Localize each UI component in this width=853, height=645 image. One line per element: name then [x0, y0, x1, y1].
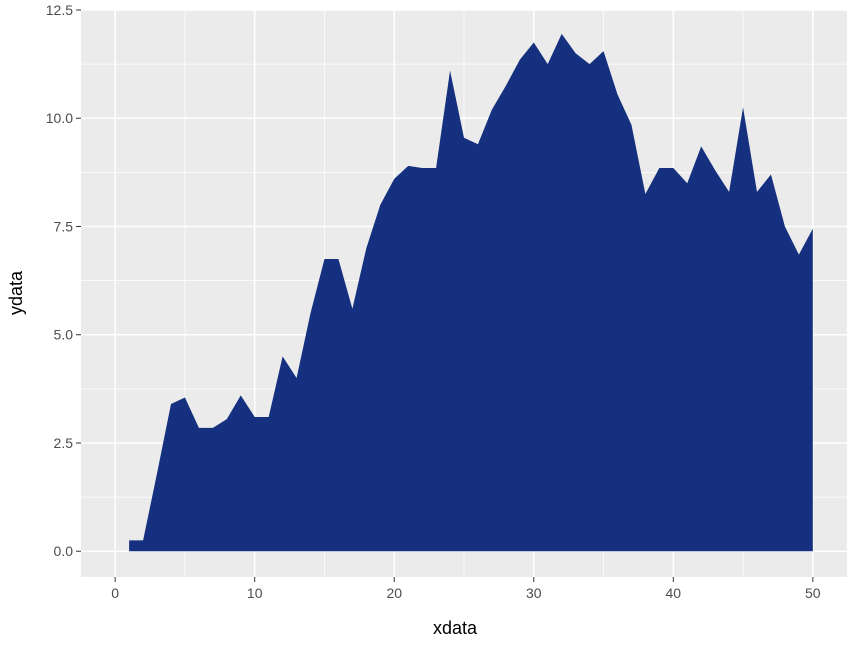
- x-tick-label: 20: [386, 585, 402, 601]
- y-tick-label: 5.0: [54, 327, 74, 343]
- y-axis: 0.0 2.5 5.0 7.5 10.0 12.5: [46, 2, 81, 559]
- x-axis: 0 10 20 30 40 50: [111, 577, 821, 601]
- x-tick-label: 40: [666, 585, 682, 601]
- series-layer: [129, 33, 813, 552]
- y-tick-label: 0.0: [54, 543, 74, 559]
- x-tick-label: 30: [526, 585, 542, 601]
- y-tick-label: 10.0: [46, 110, 73, 126]
- x-tick-label: 50: [805, 585, 821, 601]
- x-tick-label: 10: [247, 585, 263, 601]
- y-tick-label: 7.5: [54, 218, 74, 234]
- y-axis-label: ydata: [6, 270, 26, 315]
- area-series-0: [129, 33, 813, 552]
- x-axis-label: xdata: [433, 618, 478, 638]
- x-tick-label: 0: [111, 585, 119, 601]
- y-tick-label: 12.5: [46, 2, 73, 18]
- y-tick-label: 2.5: [54, 435, 74, 451]
